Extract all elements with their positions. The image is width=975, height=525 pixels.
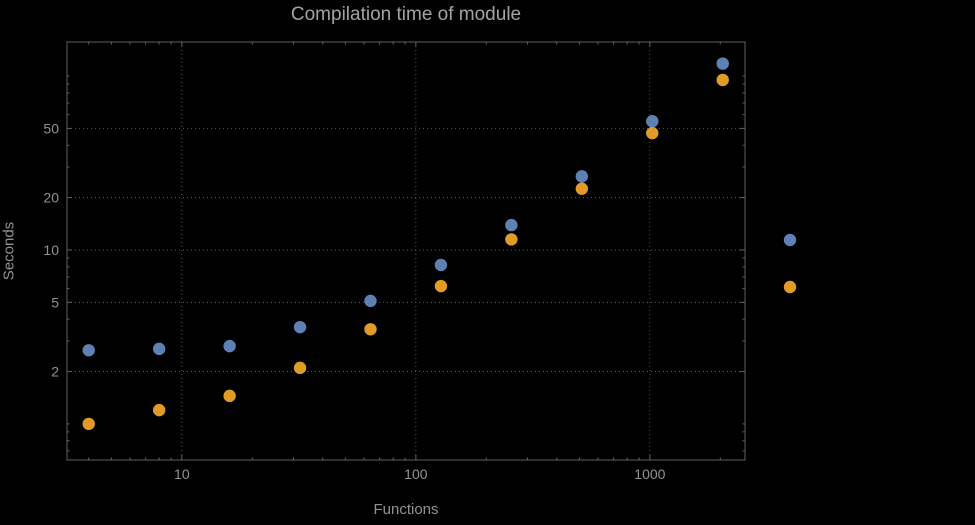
data-point-series-blue [434, 258, 448, 272]
x-tick-label: 1000 [634, 466, 665, 482]
data-point-series-blue [82, 344, 95, 357]
chart-title: Compilation time of module [290, 4, 522, 25]
data-point-series-orange [82, 417, 95, 431]
data-point-series-blue [152, 342, 166, 356]
x-tick-label: 10 [174, 466, 190, 482]
x-axis-label: Functions [373, 501, 439, 518]
data-point-series-blue [364, 294, 377, 308]
legend-marker-2 [783, 280, 797, 294]
data-point-series-orange [434, 279, 448, 293]
data-point-series-orange [223, 389, 236, 403]
data-point-series-blue [223, 339, 236, 353]
data-point-series-orange [152, 403, 166, 417]
y-tick-label: 50 [43, 120, 59, 136]
x-tick-label: 100 [404, 466, 428, 482]
data-point-series-blue [575, 170, 589, 183]
data-point-series-blue [716, 57, 729, 70]
data-point-series-blue [646, 115, 659, 128]
data-point-series-orange [716, 73, 729, 87]
data-point-series-orange [575, 182, 589, 195]
plot-frame [66, 41, 746, 461]
data-point-series-orange [293, 361, 307, 375]
data-point-series-orange [364, 323, 377, 336]
y-axis-label: Seconds [0, 221, 18, 281]
y-tick-label: 5 [51, 294, 59, 310]
data-point-series-orange [646, 126, 659, 140]
legend-marker-1 [783, 233, 797, 247]
data-point-series-blue [505, 218, 518, 232]
y-tick-label: 20 [43, 190, 59, 206]
y-tick-label: 10 [43, 242, 59, 258]
y-tick-label: 2 [51, 364, 59, 380]
data-point-series-blue [293, 320, 307, 334]
data-point-series-orange [505, 233, 518, 246]
